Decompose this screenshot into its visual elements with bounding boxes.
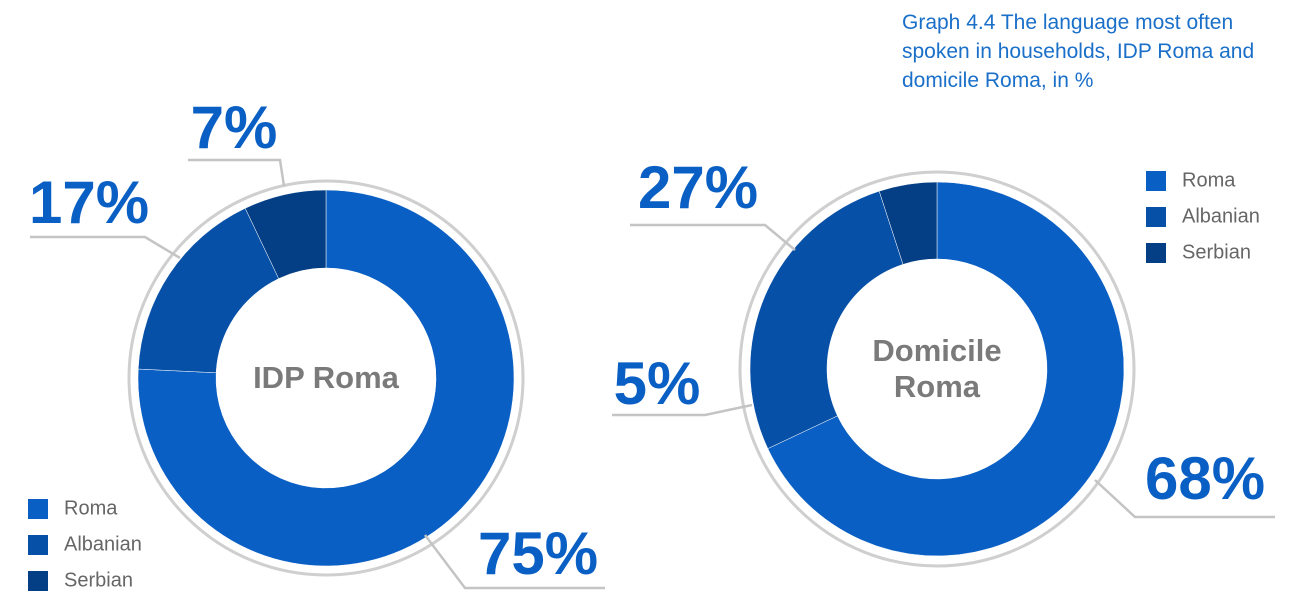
center-label: Domicile Roma xyxy=(872,333,1002,404)
leader-line xyxy=(188,158,286,187)
chart-title: Graph 4.4 The language most often spoken… xyxy=(902,11,1255,92)
data-label: 27% xyxy=(638,154,758,221)
legend-label: Albanian xyxy=(1182,205,1260,227)
data-label: 17% xyxy=(29,169,149,236)
leader-line xyxy=(1094,479,1275,519)
legend-label: Serbian xyxy=(64,569,133,591)
legend-label: Roma xyxy=(1182,169,1236,191)
legend-swatch xyxy=(1146,171,1166,191)
leader-line xyxy=(424,534,605,590)
data-label: 68% xyxy=(1145,445,1265,512)
data-label: 5% xyxy=(614,350,701,417)
legend-label: Serbian xyxy=(1182,241,1251,263)
legend-swatch xyxy=(1146,243,1166,263)
data-label: 7% xyxy=(191,94,278,161)
center-label: IDP Roma xyxy=(253,360,399,395)
legend-label: Roma xyxy=(64,497,118,519)
donut-slice xyxy=(767,181,1125,557)
donut-slice xyxy=(749,190,904,449)
legend-swatch xyxy=(28,499,48,519)
data-label: 75% xyxy=(478,520,598,587)
donut-slice xyxy=(244,189,327,280)
outer-ring xyxy=(127,179,525,577)
leader-line xyxy=(612,403,753,417)
outer-ring xyxy=(738,170,1136,568)
leader-line xyxy=(630,223,796,251)
donut-slice xyxy=(137,189,515,567)
leader-line xyxy=(30,235,181,260)
legend-swatch xyxy=(1146,207,1166,227)
legend-label: Albanian xyxy=(64,533,142,555)
donut-slice xyxy=(878,181,938,265)
legend-swatch xyxy=(28,571,48,591)
legend-swatch xyxy=(28,535,48,555)
